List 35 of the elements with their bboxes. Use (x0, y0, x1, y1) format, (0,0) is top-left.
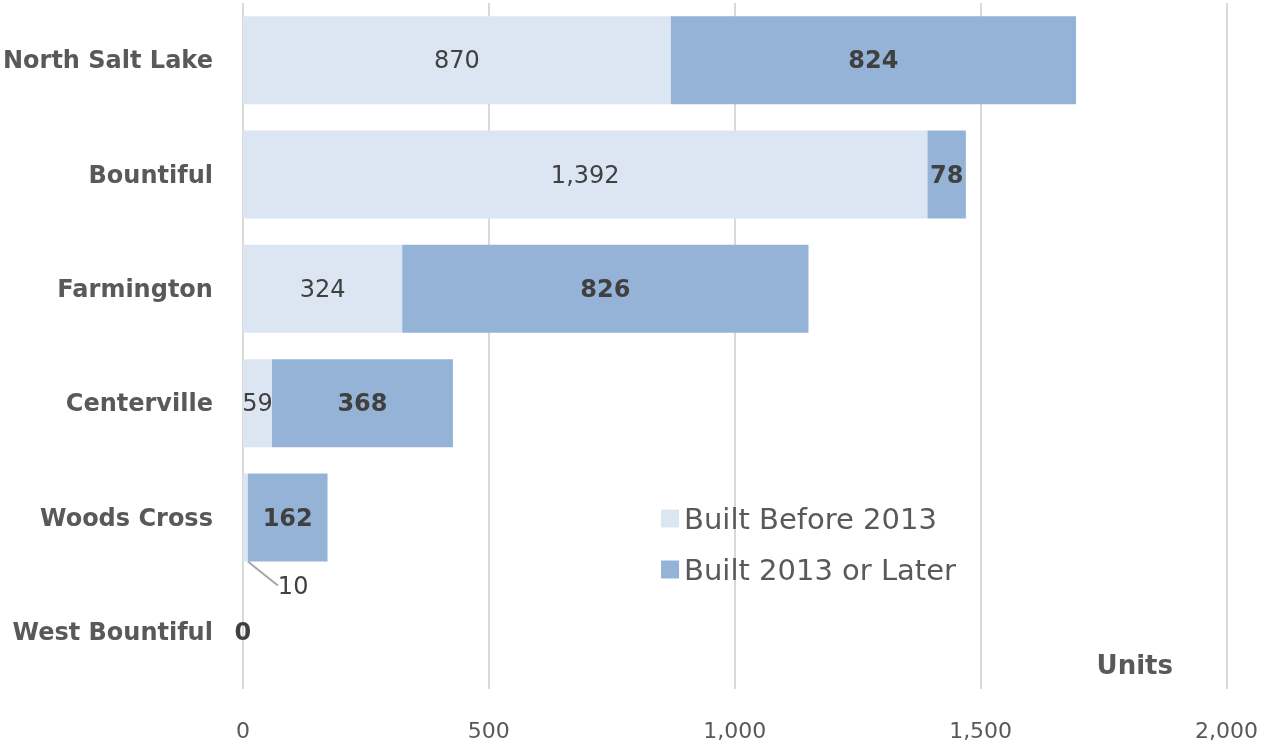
data-label: 10 (277, 571, 309, 600)
y-tick-label: Centerville (65, 389, 213, 418)
bar (242, 359, 272, 448)
y-tick-label: Bountiful (88, 160, 213, 189)
data-label: 824 (848, 46, 899, 75)
bar (670, 16, 1077, 105)
y-tick-label: North Salt Lake (2, 46, 213, 75)
data-label: 870 (433, 46, 480, 75)
bar (242, 130, 928, 219)
data-label: 368 (337, 389, 388, 418)
data-label: 1,392 (550, 160, 620, 189)
bar (242, 244, 403, 333)
x-tick-label: 2,000 (1195, 717, 1258, 743)
data-label: 826 (580, 274, 631, 303)
data-label: 59 (242, 389, 273, 418)
bar (242, 16, 671, 105)
bar (402, 244, 809, 333)
bar (927, 130, 966, 219)
x-tick-label: 500 (467, 717, 510, 743)
x-tick-label: 0 (235, 717, 250, 743)
data-label: 324 (299, 274, 346, 303)
legend-label: Built Before 2013 (684, 501, 937, 536)
data-label: 162 (262, 503, 313, 532)
bar (247, 473, 328, 562)
x-axis-title: Units (1096, 650, 1174, 680)
data-label: 0 (234, 617, 252, 646)
y-tick-label: Farmington (57, 274, 213, 303)
bar (271, 359, 453, 448)
legend-label: Built 2013 or Later (684, 552, 957, 587)
y-tick-label: West Bountiful (12, 617, 213, 646)
y-tick-label: Woods Cross (40, 503, 213, 532)
x-tick-label: 1,000 (703, 717, 767, 743)
bar (242, 473, 248, 562)
x-tick-label: 1,500 (949, 717, 1013, 743)
data-label: 78 (929, 160, 964, 189)
